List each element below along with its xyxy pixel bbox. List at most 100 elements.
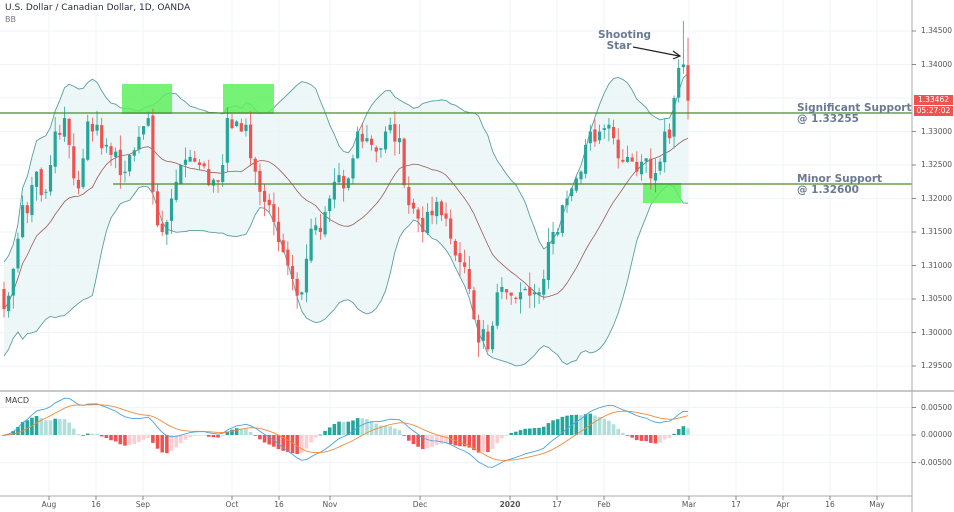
candle[interactable] bbox=[281, 233, 285, 254]
candle[interactable] bbox=[635, 151, 639, 177]
candle[interactable] bbox=[188, 149, 192, 163]
signal-line[interactable] bbox=[3, 404, 689, 461]
candle[interactable] bbox=[244, 118, 248, 137]
bb-lower-band[interactable] bbox=[3, 183, 689, 367]
candle[interactable] bbox=[48, 155, 53, 196]
candle[interactable] bbox=[444, 202, 448, 227]
candle[interactable] bbox=[239, 118, 243, 132]
candle[interactable] bbox=[202, 161, 206, 169]
candle[interactable] bbox=[137, 125, 141, 154]
candle[interactable] bbox=[286, 241, 290, 276]
candle[interactable] bbox=[686, 37, 690, 120]
candle[interactable] bbox=[211, 178, 215, 193]
candle[interactable] bbox=[379, 147, 383, 158]
candle[interactable] bbox=[90, 117, 95, 142]
candle[interactable] bbox=[672, 95, 676, 149]
candle[interactable] bbox=[114, 147, 118, 169]
candle[interactable] bbox=[174, 169, 178, 203]
candle[interactable] bbox=[677, 59, 681, 103]
candle[interactable] bbox=[611, 119, 616, 145]
candle[interactable] bbox=[369, 135, 374, 151]
candle[interactable] bbox=[253, 156, 257, 185]
candle[interactable] bbox=[290, 255, 295, 291]
candle[interactable] bbox=[179, 163, 183, 185]
candle[interactable] bbox=[616, 128, 620, 169]
candle[interactable] bbox=[328, 195, 332, 222]
macd-indicator-label[interactable]: MACD bbox=[5, 396, 29, 405]
candle[interactable] bbox=[44, 189, 48, 199]
candle[interactable] bbox=[607, 118, 611, 142]
candle[interactable] bbox=[570, 187, 574, 202]
candle[interactable] bbox=[221, 154, 225, 187]
candle[interactable] bbox=[295, 272, 299, 309]
highlight-zone[interactable] bbox=[122, 84, 172, 114]
shooting-star-annotation[interactable]: Shooting Star bbox=[598, 30, 651, 52]
highlight-zone[interactable] bbox=[223, 84, 274, 114]
candle[interactable] bbox=[495, 283, 499, 329]
candle[interactable] bbox=[262, 184, 267, 217]
candle[interactable] bbox=[235, 120, 239, 128]
candle[interactable] bbox=[421, 206, 425, 243]
candle[interactable] bbox=[393, 111, 397, 156]
candle[interactable] bbox=[649, 148, 653, 190]
candle[interactable] bbox=[318, 213, 323, 240]
candle[interactable] bbox=[477, 314, 481, 357]
candle[interactable] bbox=[300, 291, 304, 300]
candle[interactable] bbox=[11, 267, 15, 309]
candle[interactable] bbox=[34, 170, 39, 201]
candle[interactable] bbox=[467, 255, 471, 295]
candle[interactable] bbox=[402, 137, 406, 189]
candle[interactable] bbox=[621, 149, 625, 164]
candle[interactable] bbox=[416, 207, 420, 233]
candle[interactable] bbox=[100, 117, 104, 155]
candle[interactable] bbox=[342, 169, 346, 202]
highlight-zone[interactable] bbox=[643, 183, 681, 203]
candle[interactable] bbox=[560, 204, 564, 237]
candle[interactable] bbox=[630, 153, 634, 162]
candle[interactable] bbox=[16, 232, 20, 273]
bb-basis-line[interactable] bbox=[3, 137, 689, 310]
candle[interactable] bbox=[39, 167, 43, 202]
candle[interactable] bbox=[128, 154, 132, 177]
candle[interactable] bbox=[556, 228, 560, 237]
candle[interactable] bbox=[304, 244, 309, 303]
bb-upper-band[interactable] bbox=[3, 73, 689, 263]
bb-indicator-label[interactable]: BB bbox=[5, 15, 16, 24]
candle[interactable] bbox=[141, 126, 146, 140]
candle[interactable] bbox=[193, 150, 197, 163]
candle[interactable] bbox=[546, 228, 551, 289]
candle[interactable] bbox=[272, 192, 276, 236]
candle[interactable] bbox=[383, 126, 388, 153]
candle[interactable] bbox=[486, 324, 490, 352]
candle[interactable] bbox=[388, 117, 392, 134]
candle[interactable] bbox=[165, 219, 169, 245]
candle[interactable] bbox=[411, 198, 416, 214]
candle[interactable] bbox=[584, 138, 588, 179]
candle[interactable] bbox=[230, 114, 234, 130]
candle[interactable] bbox=[504, 289, 509, 300]
candle[interactable] bbox=[356, 126, 360, 159]
candle[interactable] bbox=[183, 147, 188, 178]
candle[interactable] bbox=[565, 190, 569, 214]
candle[interactable] bbox=[118, 135, 122, 189]
candle[interactable] bbox=[207, 159, 211, 187]
candle[interactable] bbox=[588, 124, 592, 151]
candle[interactable] bbox=[593, 119, 597, 147]
candle[interactable] bbox=[76, 170, 81, 195]
candle[interactable] bbox=[509, 292, 513, 305]
candle[interactable] bbox=[602, 124, 606, 140]
candle[interactable] bbox=[95, 110, 99, 136]
candle[interactable] bbox=[160, 210, 164, 236]
candle[interactable] bbox=[337, 162, 341, 185]
candle[interactable] bbox=[518, 282, 523, 314]
candle[interactable] bbox=[53, 116, 57, 174]
candle[interactable] bbox=[225, 107, 229, 173]
candle[interactable] bbox=[490, 321, 495, 353]
candle[interactable] bbox=[449, 209, 453, 245]
significant-support-annotation[interactable]: Significant Support @ 1.33255 bbox=[797, 103, 911, 125]
candle[interactable] bbox=[360, 122, 364, 149]
candle[interactable] bbox=[7, 292, 11, 318]
candle[interactable] bbox=[644, 158, 648, 173]
candle[interactable] bbox=[579, 170, 583, 185]
